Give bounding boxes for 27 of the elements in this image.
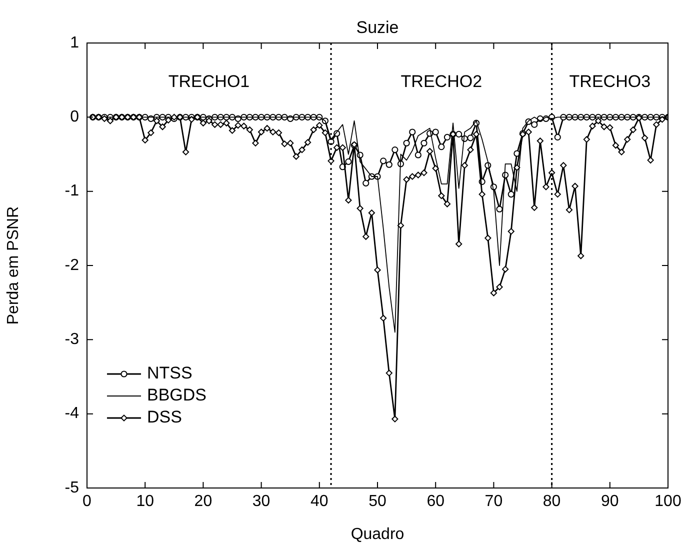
y-tick-label: 0 [70,108,80,126]
legend-label: NTSS [147,364,192,383]
y-tick-label: 1 [70,34,80,52]
x-tick-label: 10 [136,493,154,510]
annotation: TRECHO1 [168,72,250,91]
y-tick-label: -1 [64,182,80,200]
x-tick-label: 100 [654,493,682,510]
x-tick-label: 40 [310,493,328,510]
x-tick-label: 70 [484,493,503,510]
x-tick-label: 60 [426,493,445,510]
y-tick-label: -3 [64,331,80,348]
y-axis-title: Perda em PSNR [5,206,22,325]
x-tick-label: 80 [542,493,561,510]
legend-label: BBGDS [147,386,207,405]
x-tick-label: 0 [82,493,92,510]
x-tick-label: 20 [194,493,212,510]
x-tick-label: 50 [368,493,386,510]
annotation: TRECHO3 [569,72,651,91]
x-axis-title: Quadro [350,526,404,543]
y-tick-label: -2 [64,256,80,274]
x-tick-label: 90 [601,493,619,510]
annotation: TRECHO2 [400,72,482,91]
chart-title: Suzie [356,18,399,38]
legend-label: DSS [147,408,182,427]
x-tick-label: 30 [252,493,270,510]
y-tick-label: -4 [64,405,80,422]
y-tick-label: -5 [64,479,80,496]
